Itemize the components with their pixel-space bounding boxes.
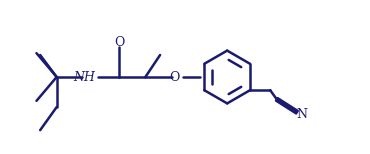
- Text: O: O: [169, 71, 180, 83]
- Text: NH: NH: [73, 71, 95, 83]
- Text: O: O: [114, 36, 124, 49]
- Text: N: N: [296, 107, 307, 121]
